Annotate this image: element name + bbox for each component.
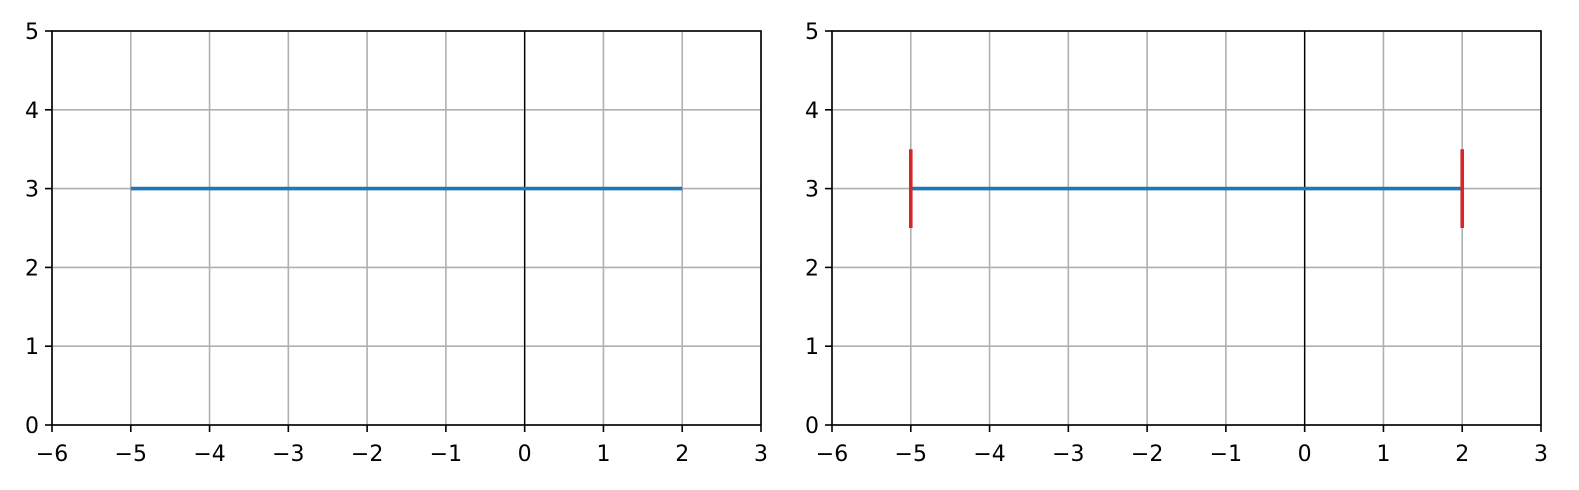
y-tick-label: 5	[805, 20, 819, 45]
chart-left: −6 −5 −4 −3 −2 −1 0 1 2 3 0 1 2 3 4 5	[25, 20, 768, 467]
y-tick-label: 2	[805, 256, 819, 281]
x-tick-label: 2	[1455, 442, 1469, 467]
x-tick-label: 0	[1298, 442, 1312, 467]
x-tick-label: 3	[1534, 442, 1548, 467]
y-tick-label: 0	[25, 414, 39, 439]
x-tick-label: −1	[430, 442, 462, 467]
y-tick-label: 4	[25, 99, 39, 124]
x-tick-label: −3	[272, 442, 304, 467]
y-tick-label: 5	[25, 20, 39, 45]
y-tick-label: 1	[805, 335, 819, 360]
x-tick-label: 1	[1376, 442, 1390, 467]
x-tick-label: −6	[816, 442, 848, 467]
x-tick-label: 3	[754, 442, 768, 467]
x-tick-label: −5	[895, 442, 927, 467]
x-tick-label: −6	[36, 442, 68, 467]
y-tick-label: 3	[805, 178, 819, 203]
y-tick-label: 0	[805, 414, 819, 439]
x-tick-label: −2	[1131, 442, 1163, 467]
x-tick-label: −3	[1052, 442, 1084, 467]
y-tick-label: 3	[25, 178, 39, 203]
chart-right: −6 −5 −4 −3 −2 −1 0 1 2 3 0 1 2 3 4 5	[805, 20, 1548, 467]
y-tick-label: 2	[25, 256, 39, 281]
x-tick-label: −5	[115, 442, 147, 467]
x-tick-label: −4	[973, 442, 1005, 467]
x-tick-label: −2	[351, 442, 383, 467]
y-tick-label: 1	[25, 335, 39, 360]
axes-frame	[831, 30, 1542, 426]
x-tick-label: −1	[1210, 442, 1242, 467]
x-tick-label: 0	[518, 442, 532, 467]
x-tick-label: 1	[596, 442, 610, 467]
axes-frame	[51, 30, 762, 426]
x-tick-label: 2	[675, 442, 689, 467]
y-tick-label: 4	[805, 99, 819, 124]
x-tick-label: −4	[193, 442, 225, 467]
